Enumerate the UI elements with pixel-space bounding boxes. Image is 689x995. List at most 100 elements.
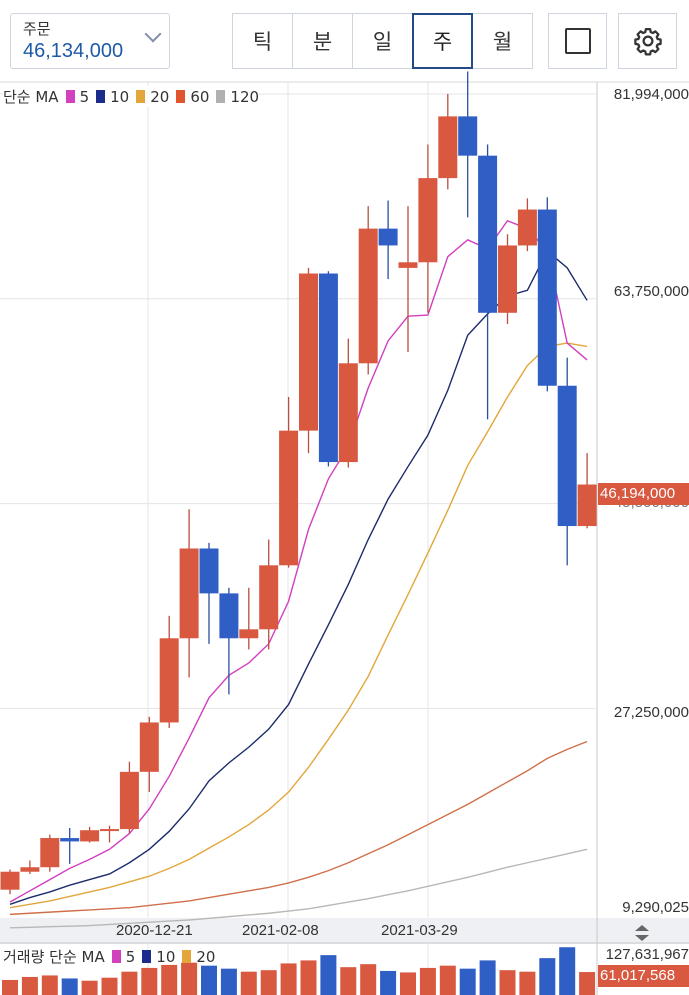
up-down-arrows-icon[interactable] xyxy=(632,923,652,943)
volume-bar xyxy=(559,947,576,995)
vol-ma5-swatch xyxy=(111,950,121,963)
current-price-badge: 46,194,000 xyxy=(598,483,689,505)
candle-body xyxy=(0,871,20,890)
candle xyxy=(557,357,577,566)
current-volume-badge: 61,017,568 xyxy=(598,965,689,987)
candle-body xyxy=(80,830,100,842)
candle xyxy=(40,834,60,872)
volume-legend-title: 거래량 단순 MA xyxy=(3,948,105,966)
candle-body xyxy=(239,629,259,639)
date-axis-band xyxy=(0,918,689,944)
order-label: 주문 xyxy=(23,20,51,38)
candle-body xyxy=(179,548,199,639)
ma-legend-title: 단순 MA xyxy=(3,88,59,106)
candle xyxy=(279,396,299,568)
ma5-label: 5 xyxy=(79,87,90,106)
tab-week[interactable]: 주 xyxy=(412,13,473,69)
volume-bar xyxy=(2,979,18,995)
volume-bar xyxy=(519,971,536,995)
volume-bar xyxy=(161,964,178,995)
volume-bar xyxy=(240,971,257,995)
ma5-swatch xyxy=(65,90,75,103)
volume-bar xyxy=(499,970,516,995)
vol-ma20-swatch xyxy=(182,950,192,963)
ma20-swatch xyxy=(136,90,146,103)
candle-body xyxy=(398,262,418,268)
candle xyxy=(577,453,597,529)
volume-bar xyxy=(141,967,158,995)
candle-body xyxy=(199,548,219,594)
candle xyxy=(418,144,438,313)
price-plot-area xyxy=(0,82,597,918)
price-axis-min: 9,290,025 xyxy=(622,899,689,916)
price-axis-tick-2: 63,750,000 xyxy=(613,283,689,300)
volume-bar xyxy=(220,968,237,995)
volume-bar xyxy=(81,980,98,995)
candle xyxy=(60,827,80,864)
volume-bar xyxy=(21,976,38,995)
candle-body xyxy=(378,228,398,246)
candle xyxy=(378,200,398,280)
candle xyxy=(20,860,40,874)
candle xyxy=(139,716,159,793)
candle-body xyxy=(299,273,318,431)
date-label-3: 2021-03-29 xyxy=(381,922,458,939)
price-axis-max: 81,994,000 xyxy=(613,86,689,103)
candle xyxy=(338,338,358,468)
candle-body xyxy=(338,363,358,463)
volume-bar xyxy=(419,967,436,995)
ma20-line xyxy=(9,342,588,909)
candle xyxy=(478,144,498,420)
candle xyxy=(199,542,219,644)
candle xyxy=(239,587,259,650)
order-type-dropdown[interactable]: 주문 46,134,000 xyxy=(10,13,170,69)
volume-bar xyxy=(439,965,456,995)
candle-body xyxy=(318,273,338,463)
price-axis-tick-4: 27,250,000 xyxy=(613,704,689,721)
ma120-swatch xyxy=(216,90,226,103)
candle-body xyxy=(458,116,478,156)
candle-body xyxy=(139,722,159,772)
candle-body xyxy=(60,838,80,842)
candle xyxy=(498,234,517,325)
candle xyxy=(80,826,100,843)
candle-body xyxy=(517,209,537,246)
candle xyxy=(179,509,199,678)
candle-body xyxy=(358,228,378,364)
volume-bar xyxy=(181,962,198,995)
candle xyxy=(259,539,279,650)
ma10-swatch xyxy=(96,90,106,103)
candle-body xyxy=(557,385,577,527)
volume-bar xyxy=(300,960,317,995)
volume-bar xyxy=(400,972,416,995)
candle-body xyxy=(219,593,239,639)
ma60-label: 60 xyxy=(190,87,210,106)
volume-bar xyxy=(280,963,297,995)
ma60-line xyxy=(9,740,588,916)
candle xyxy=(537,197,557,392)
candle xyxy=(299,267,318,454)
candle-body xyxy=(259,565,279,630)
candle-body xyxy=(537,209,557,386)
volume-bar xyxy=(340,967,357,995)
candle xyxy=(100,825,119,843)
candle-body xyxy=(478,155,498,313)
candle-body xyxy=(119,771,139,830)
layout-button[interactable] xyxy=(548,13,607,69)
candle-body xyxy=(40,838,60,868)
volume-bar xyxy=(101,977,118,995)
ma120-label: 120 xyxy=(230,87,260,106)
volume-bar xyxy=(61,978,78,995)
candle-body xyxy=(438,116,458,179)
settings-button[interactable] xyxy=(618,13,677,69)
vol-ma10-label: 10 xyxy=(156,947,176,966)
square-icon xyxy=(564,28,591,54)
volume-bar xyxy=(201,965,217,995)
tab-month[interactable]: 월 xyxy=(472,13,533,69)
tab-minute[interactable]: 분 xyxy=(292,13,353,69)
candle-body xyxy=(20,867,40,872)
candle-body xyxy=(100,829,119,832)
vol-ma10-swatch xyxy=(142,950,152,963)
date-label-1: 2020-12-21 xyxy=(116,922,193,939)
